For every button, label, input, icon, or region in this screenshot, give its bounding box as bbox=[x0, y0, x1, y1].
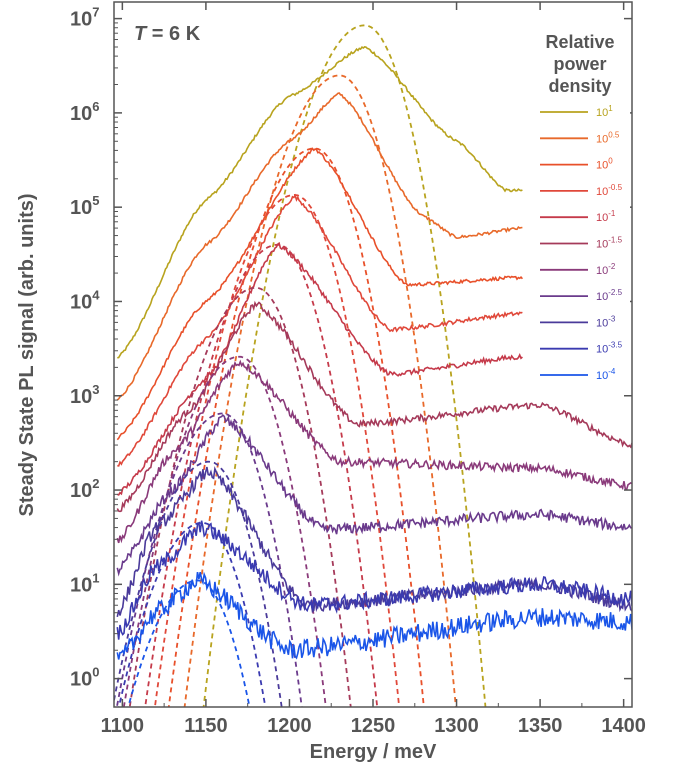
spectrum-series-5 bbox=[117, 241, 523, 496]
y-tick-label-1: 101 bbox=[70, 570, 99, 596]
legend-title-line-2: power bbox=[553, 54, 606, 74]
spectrum-series-2 bbox=[116, 92, 523, 401]
fit-curve-5 bbox=[144, 243, 379, 707]
spectrum-series-7 bbox=[116, 359, 632, 544]
fit-curve-10 bbox=[117, 521, 267, 707]
x-tick-label-1400: 1400 bbox=[601, 715, 646, 737]
y-tick-label-3: 103 bbox=[70, 382, 99, 408]
fit-curve-2 bbox=[183, 74, 457, 707]
fit-curve-9 bbox=[114, 460, 283, 707]
temperature-annotation: T = 6 K bbox=[134, 23, 201, 45]
legend-label-7: 10-2 bbox=[596, 262, 616, 277]
y-axis-title: Steady State PL signal (arb. units) bbox=[16, 193, 38, 516]
legend-background bbox=[534, 24, 630, 384]
x-tick-label-1150: 1150 bbox=[184, 715, 227, 737]
spectrum-series-11 bbox=[116, 571, 632, 660]
legend-title-line-1: Relative bbox=[545, 32, 614, 52]
y-tick-label-6: 106 bbox=[70, 99, 99, 125]
x-tick-label-1300: 1300 bbox=[434, 715, 479, 737]
legend-label-10: 10-3.5 bbox=[596, 341, 623, 356]
legend-label-5: 10-1 bbox=[596, 209, 616, 224]
spectrum-series-4 bbox=[117, 193, 523, 467]
legend-title-line-3: density bbox=[548, 76, 611, 96]
spectrum-series-9 bbox=[116, 466, 632, 618]
y-tick-label-5: 105 bbox=[70, 193, 99, 219]
legend-label-2: 100.5 bbox=[596, 130, 620, 145]
fit-curve-7 bbox=[122, 355, 327, 707]
legend-label-1: 101 bbox=[596, 104, 613, 119]
spectrum-series-1 bbox=[117, 45, 523, 359]
fit-curve-3 bbox=[167, 147, 425, 707]
legend-label-8: 10-2.5 bbox=[596, 288, 623, 303]
x-tick-label-1350: 1350 bbox=[518, 715, 563, 737]
x-tick-label-1200: 1200 bbox=[267, 715, 312, 737]
temperature-variable: T bbox=[134, 23, 148, 45]
x-axis-title: Energy / meV bbox=[310, 741, 437, 763]
y-tick-label-0: 100 bbox=[70, 665, 99, 691]
tick-layer: 1100 1150 1200 1250 1300 1350 1400 100 101 102 103… bbox=[70, 2, 646, 737]
spectrum-series-3 bbox=[116, 147, 524, 441]
fit-curve-11 bbox=[127, 579, 251, 707]
legend-label-4: 10-0.5 bbox=[596, 183, 623, 198]
legend-label-11: 10-4 bbox=[596, 367, 616, 382]
spectrum-series-8 bbox=[116, 414, 632, 577]
x-tick-label-1100: 1100 bbox=[101, 715, 144, 737]
y-tick-label-7: 107 bbox=[70, 5, 99, 31]
legend-label-3: 100 bbox=[596, 157, 613, 172]
fit-curve-6 bbox=[128, 286, 352, 707]
y-tick-label-4: 104 bbox=[70, 287, 100, 313]
series-layer bbox=[114, 24, 632, 707]
x-tick-label-1250: 1250 bbox=[351, 715, 396, 737]
legend-label-9: 10-3 bbox=[596, 314, 616, 329]
spectrum-series-10 bbox=[116, 520, 632, 640]
temperature-value: = 6 K bbox=[146, 23, 200, 45]
y-tick-label-2: 102 bbox=[70, 476, 99, 502]
legend-label-6: 10-1.5 bbox=[596, 236, 623, 251]
